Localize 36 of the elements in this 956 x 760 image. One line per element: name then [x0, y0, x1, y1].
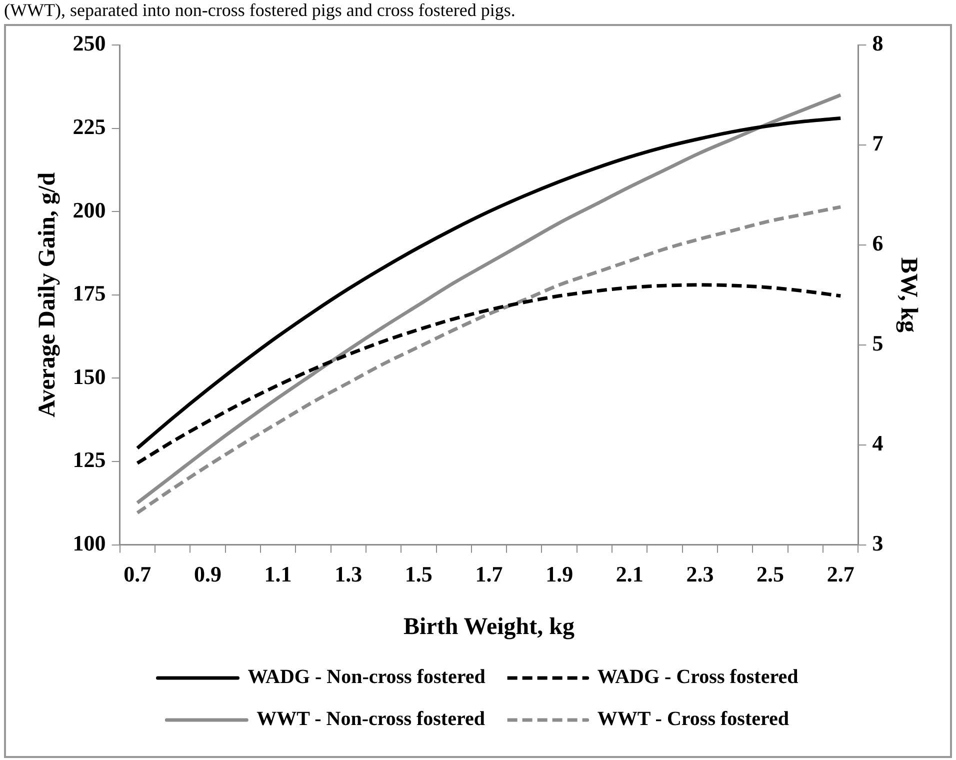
x-axis-title: Birth Weight, kg — [404, 614, 574, 640]
legend-label: WADG - Non-cross fostered — [248, 666, 486, 688]
line-series — [136, 116, 842, 450]
x-tick-label: 1.3 — [334, 562, 362, 587]
line-series — [136, 205, 842, 515]
y-tick-label: 200 — [72, 197, 106, 222]
y2-tick-label: 6 — [872, 230, 884, 256]
y2-tick-label: 8 — [872, 30, 884, 56]
text: (WWT), separated into non-cross fostered pigs and cross fostered pigs. — [4, 0, 516, 21]
x-tick-label: 2.7 — [826, 562, 854, 587]
y2-tick-label: 5 — [872, 330, 884, 356]
x-tick-label: 2.1 — [616, 562, 644, 587]
x-tick-label: 1.9 — [546, 562, 574, 587]
y2-axis-title: BW, kg — [895, 257, 922, 332]
legend-label: WWT - Non-cross fostered — [256, 708, 485, 730]
x-tick-label: 0.9 — [194, 562, 222, 587]
y-tick-label: 250 — [72, 30, 106, 56]
line-series — [136, 93, 842, 505]
line-series — [136, 283, 842, 465]
x-tick-label: 1.5 — [404, 562, 432, 587]
y-axis-title: Average Daily Gain, g/d — [34, 172, 61, 418]
y-tick-label: 175 — [72, 280, 106, 306]
x-tick-label: 0.7 — [124, 562, 152, 587]
y-tick-label: 225 — [72, 114, 106, 139]
y-tick-label: 150 — [72, 364, 106, 389]
x-tick-label: 2.5 — [756, 562, 784, 587]
y-tick-label: 125 — [72, 447, 106, 472]
legend-label: WADG - Cross fostered — [597, 666, 798, 688]
x-tick-label: 1.1 — [264, 562, 292, 587]
legend-label: WWT - Cross fostered — [597, 708, 789, 730]
y2-tick-label: 3 — [872, 530, 884, 556]
y2-tick-label: 7 — [872, 130, 884, 156]
y-tick-label: 100 — [72, 530, 106, 556]
x-tick-label: 1.7 — [475, 562, 503, 587]
x-tick-label: 2.3 — [686, 562, 714, 587]
y2-tick-label: 4 — [872, 430, 884, 456]
